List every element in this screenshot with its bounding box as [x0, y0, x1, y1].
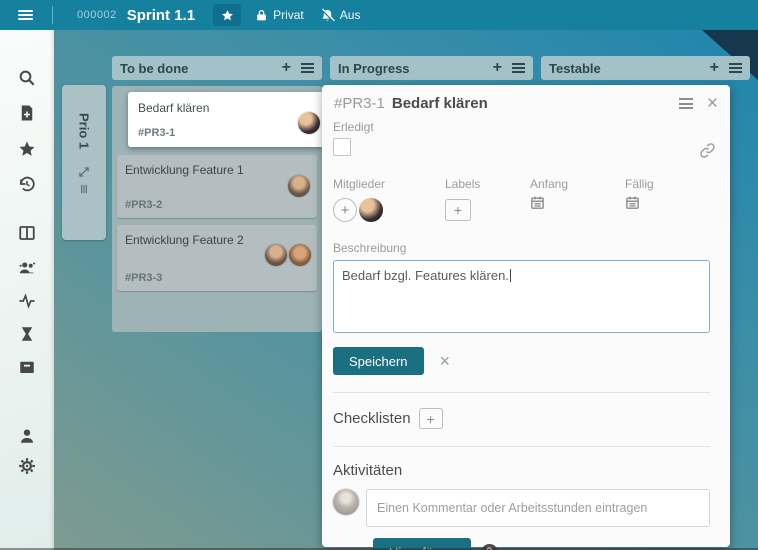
notifications-label: Aus: [339, 8, 361, 22]
add-card-icon[interactable]: +: [492, 59, 502, 76]
list-menu-icon[interactable]: [512, 61, 525, 75]
card-detail-header: #PR3-1 Bedarf klären ×: [322, 85, 730, 118]
drag-handle-icon[interactable]: [77, 182, 91, 196]
card-pr3-1-selected[interactable]: Bedarf klären #PR3-1: [128, 92, 322, 147]
user-account-icon[interactable]: [18, 427, 36, 445]
list-title: To be done: [120, 60, 189, 76]
list-menu-icon[interactable]: [729, 61, 742, 75]
list-header-inprogress[interactable]: In Progress +: [330, 56, 533, 80]
card-menu-icon[interactable]: [678, 96, 693, 112]
link-icon[interactable]: [699, 142, 716, 159]
card-title: Entwicklung Feature 1: [125, 163, 244, 177]
labels-label: Labels: [445, 177, 481, 191]
member-avatar[interactable]: [359, 198, 383, 222]
list-header-todo[interactable]: To be done +: [112, 56, 322, 80]
card-id: #PR3-1: [138, 127, 176, 139]
star-icon: [221, 9, 233, 20]
calendar-icon[interactable]: [530, 195, 545, 210]
done-checkbox[interactable]: [333, 138, 351, 156]
lock-icon: [257, 9, 266, 20]
list-title: Testable: [549, 60, 601, 76]
section-divider: [333, 392, 710, 393]
hourglass-icon[interactable]: [18, 325, 36, 343]
menu-icon[interactable]: [8, 0, 42, 30]
topbar: 000002 Sprint 1.1 Privat Aus: [0, 0, 758, 30]
card-detail-id: #PR3-1: [334, 95, 385, 112]
description-text: Bedarf bzgl. Features klären.: [342, 268, 509, 283]
list-header-testable[interactable]: Testable +: [541, 56, 750, 80]
privacy-label: Privat: [273, 8, 304, 22]
archive-icon[interactable]: [18, 358, 36, 376]
card-pr3-2[interactable]: Entwicklung Feature 1 #PR3-2: [117, 155, 317, 218]
close-icon[interactable]: ×: [706, 92, 718, 114]
current-user-avatar: [333, 489, 359, 515]
board-view-icon[interactable]: [18, 224, 36, 242]
avatar[interactable]: [289, 244, 311, 266]
board-title: Sprint 1.1: [126, 6, 196, 24]
notifications-toggle[interactable]: Aus: [320, 7, 361, 23]
text-caret: [509, 269, 511, 282]
add-checklist-button[interactable]: +: [418, 408, 443, 429]
avatar[interactable]: [265, 244, 287, 266]
add-card-icon[interactable]: +: [709, 59, 719, 76]
card-detail-title: Bedarf klären: [391, 95, 488, 112]
avatar[interactable]: [288, 175, 310, 197]
card-title: Entwicklung Feature 2: [125, 233, 244, 247]
activity-icon[interactable]: [18, 292, 36, 310]
add-member-button[interactable]: +: [333, 198, 357, 222]
add-comment-button[interactable]: Hinzufügen: [373, 538, 471, 550]
activities-heading: Aktivitäten: [333, 462, 403, 479]
description-textarea[interactable]: Bedarf bzgl. Features klären.: [333, 260, 710, 333]
checklists-heading: Checklisten: [333, 410, 411, 427]
help-icon[interactable]: ?: [480, 543, 498, 550]
card-id: #PR3-2: [125, 199, 163, 211]
privacy-toggle[interactable]: Privat: [255, 8, 304, 22]
left-sidebar: [0, 30, 54, 550]
avatar[interactable]: [298, 112, 320, 134]
add-label-button[interactable]: +: [445, 199, 471, 221]
done-label: Erledigt: [333, 120, 374, 134]
list-menu-icon[interactable]: [301, 61, 314, 75]
favorite-star-button[interactable]: [213, 4, 242, 26]
card-id: #PR3-3: [125, 272, 163, 284]
members-icon[interactable]: [18, 259, 36, 277]
comment-input[interactable]: [366, 489, 710, 527]
board-number: 000002: [77, 9, 117, 21]
description-label: Beschreibung: [333, 241, 407, 255]
bell-slash-icon: [320, 7, 335, 22]
add-card-icon[interactable]: +: [281, 59, 291, 76]
settings-gear-icon[interactable]: [18, 457, 36, 475]
topbar-divider: [52, 6, 53, 24]
new-board-icon[interactable]: [18, 104, 36, 122]
start-date-label: Anfang: [530, 177, 569, 191]
due-date-label: Fällig: [625, 177, 654, 191]
card-pr3-3[interactable]: Entwicklung Feature 2 #PR3-3: [117, 225, 317, 291]
history-icon[interactable]: [18, 175, 36, 193]
section-divider: [333, 446, 710, 447]
search-icon[interactable]: [18, 69, 36, 87]
swimlane-title: Prio 1: [76, 113, 92, 150]
card-detail-panel: #PR3-1 Bedarf klären × Erledigt Mitglied…: [322, 85, 730, 550]
cancel-icon[interactable]: ×: [439, 351, 451, 371]
window-bottom-edge: [0, 548, 758, 550]
calendar-icon[interactable]: [625, 195, 640, 210]
members-label: Mitglieder: [333, 177, 386, 191]
list-title: In Progress: [338, 60, 410, 76]
favorites-star-icon[interactable]: [18, 140, 36, 158]
collapse-icon[interactable]: [77, 165, 91, 179]
save-button[interactable]: Speichern: [333, 347, 424, 375]
swimlane-prio1[interactable]: Prio 1: [62, 85, 106, 240]
card-title: Bedarf klären: [138, 101, 210, 115]
